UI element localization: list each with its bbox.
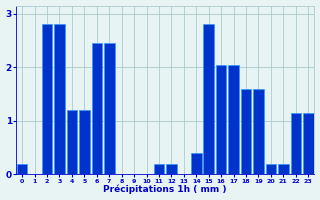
Bar [253, 89, 264, 174]
Bar [42, 24, 52, 174]
Bar [266, 164, 276, 174]
Bar [303, 113, 314, 174]
Bar [92, 43, 102, 174]
Bar [79, 110, 90, 174]
Bar [191, 153, 202, 174]
Bar [104, 43, 115, 174]
Bar [278, 164, 289, 174]
Bar [228, 65, 239, 174]
Bar [241, 89, 251, 174]
Bar [67, 110, 77, 174]
Bar [166, 164, 177, 174]
Bar [204, 24, 214, 174]
Bar [154, 164, 164, 174]
Bar [17, 164, 28, 174]
Bar [54, 24, 65, 174]
X-axis label: Précipitations 1h ( mm ): Précipitations 1h ( mm ) [103, 185, 227, 194]
Bar [216, 65, 227, 174]
Bar [291, 113, 301, 174]
